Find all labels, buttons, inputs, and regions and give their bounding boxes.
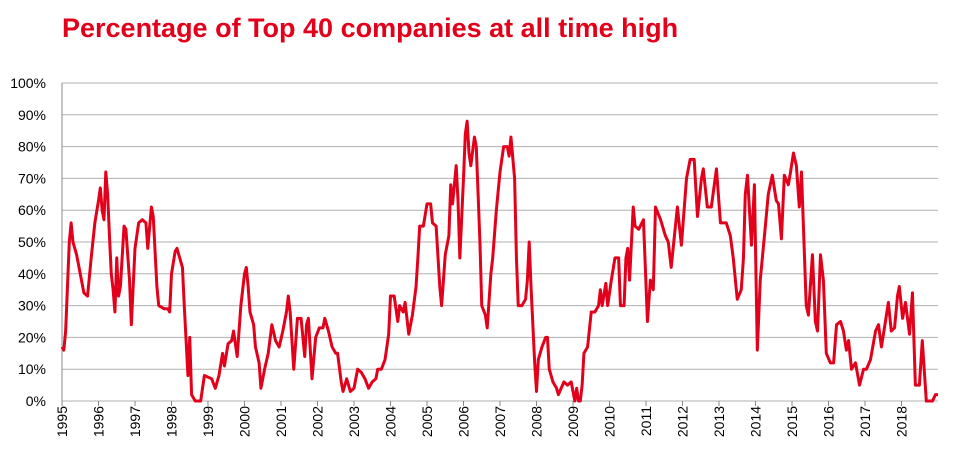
x-tick-label: 2008	[529, 406, 545, 437]
data-line	[60, 119, 938, 403]
x-tick-label: 2003	[346, 406, 362, 437]
y-tick-label: 100%	[10, 75, 46, 91]
x-tick-label: 2013	[711, 406, 727, 437]
x-tick-label: 2016	[821, 406, 837, 437]
x-tick-label: 2017	[857, 406, 873, 437]
x-tick-label: 2011	[638, 406, 654, 436]
x-tick-label: 2002	[310, 406, 326, 437]
x-tick-label: 1998	[164, 406, 180, 437]
x-tick-label: 2007	[492, 406, 508, 437]
y-tick-label: 20%	[18, 329, 46, 345]
x-tick-label: 1996	[91, 406, 107, 437]
y-tick-label: 90%	[18, 107, 46, 123]
x-tick-label: 2012	[675, 406, 691, 437]
x-tick-label: 2009	[565, 406, 581, 437]
x-tick-label: 2010	[602, 406, 618, 437]
x-tick-label: 2015	[784, 406, 800, 437]
x-tick-label: 1997	[127, 406, 143, 437]
x-tick-label: 2001	[273, 406, 289, 437]
x-tick-label: 2000	[237, 406, 253, 437]
y-tick-label: 10%	[18, 361, 46, 377]
y-tick-label: 0%	[26, 393, 46, 409]
y-tick-label: 50%	[18, 234, 46, 250]
y-tick-label: 40%	[18, 266, 46, 282]
chart-title: Percentage of Top 40 companies at all ti…	[62, 13, 678, 43]
y-tick-label: 70%	[18, 170, 46, 186]
x-tick-label: 2014	[748, 406, 764, 437]
x-tick-label: 1999	[200, 406, 216, 437]
x-tick-label: 1995	[54, 406, 70, 437]
y-tick-label: 60%	[18, 202, 46, 218]
x-tick-label: 2006	[456, 406, 472, 437]
x-tick-label: 2004	[383, 406, 399, 437]
y-tick-label: 30%	[18, 298, 46, 314]
y-tick-label: 80%	[18, 139, 46, 155]
x-tick-label: 2005	[419, 406, 435, 437]
x-tick-label: 2018	[894, 406, 910, 437]
